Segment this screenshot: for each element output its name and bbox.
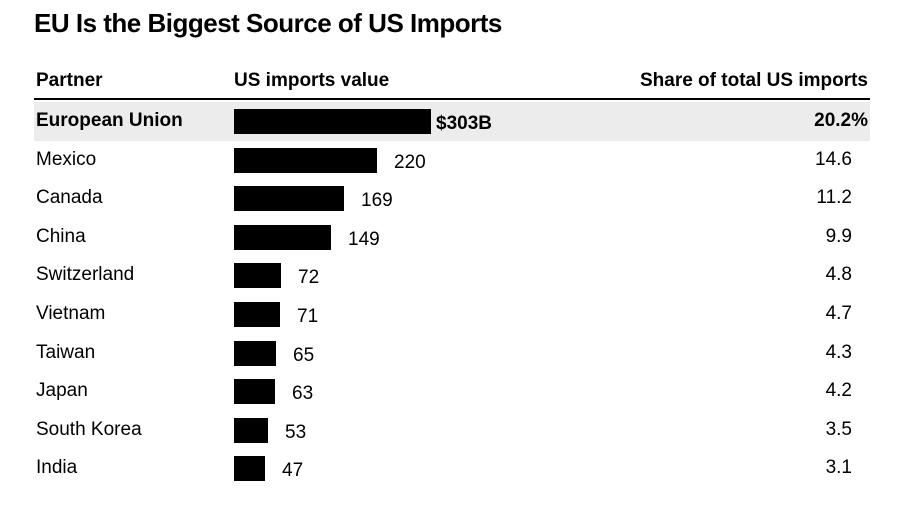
table-row: Vietnam 71 4.7	[34, 295, 870, 334]
imports-value-label: 220	[394, 151, 426, 173]
partner-name: European Union	[36, 110, 183, 131]
table-row: Switzerland 72 4.8	[34, 256, 870, 295]
imports-value-label: 71	[297, 305, 319, 327]
share-value: 3.1	[825, 457, 852, 479]
share-value: 4.8	[825, 264, 852, 286]
header-share: Share of total US imports	[639, 70, 868, 91]
imports-value-label: 53	[285, 421, 307, 443]
table-row: Canada 169 11.2	[34, 179, 870, 218]
imports-bar	[234, 340, 276, 366]
imports-value-label: 149	[348, 228, 380, 250]
imports-bar	[234, 263, 281, 289]
imports-value-label: 72	[298, 267, 320, 289]
share-value: 14.6	[815, 148, 852, 170]
share-value: 11.2	[816, 187, 852, 209]
share-value: 4.2	[825, 380, 852, 402]
table-body: European Union $303B 20.2% Mexico 220 14.6 Can…	[34, 102, 870, 488]
header-imports-value: US imports value	[234, 70, 390, 91]
chart-title: EU Is the Biggest Source of US Imports	[34, 8, 502, 38]
imports-value-label: 63	[292, 383, 314, 405]
share-value: 9.9	[825, 225, 852, 247]
imports-value-label: 47	[282, 460, 304, 482]
imports-bar	[234, 456, 265, 482]
imports-value-label: 169	[361, 190, 393, 212]
partner-name: Mexico	[36, 148, 97, 170]
partner-name: Switzerland	[36, 264, 135, 286]
partner-name: Taiwan	[36, 341, 96, 363]
header-rule	[34, 98, 870, 100]
imports-bar	[234, 417, 268, 443]
imports-bar	[234, 186, 344, 212]
table-row: Taiwan 65 4.3	[34, 334, 870, 373]
partner-name: India	[36, 457, 78, 479]
partner-name: Vietnam	[36, 302, 106, 324]
header-partner: Partner	[36, 70, 103, 91]
partner-name: China	[36, 225, 86, 247]
share-value: 4.7	[825, 302, 852, 324]
imports-bar	[234, 379, 275, 405]
imports-bar	[234, 224, 331, 250]
share-value: 3.5	[825, 418, 852, 440]
table-row: India 47 3.1	[34, 449, 870, 488]
table-row: Mexico 220 14.6	[34, 141, 870, 180]
partner-name: South Korea	[36, 418, 142, 440]
imports-bar	[234, 109, 431, 134]
table-row: Japan 63 4.2	[34, 372, 870, 411]
table-row: China 149 9.9	[34, 218, 870, 257]
imports-value-label: 65	[293, 344, 315, 366]
table-row: European Union $303B 20.2%	[34, 102, 870, 141]
imports-value-label: $303B	[436, 113, 492, 134]
share-value: 20.2%	[814, 110, 868, 131]
imports-bar	[234, 147, 377, 173]
partner-name: Japan	[36, 380, 88, 402]
share-value: 4.3	[825, 341, 852, 363]
imports-bar	[234, 301, 280, 327]
table-row: South Korea 53 3.5	[34, 411, 870, 450]
partner-name: Canada	[36, 187, 103, 209]
